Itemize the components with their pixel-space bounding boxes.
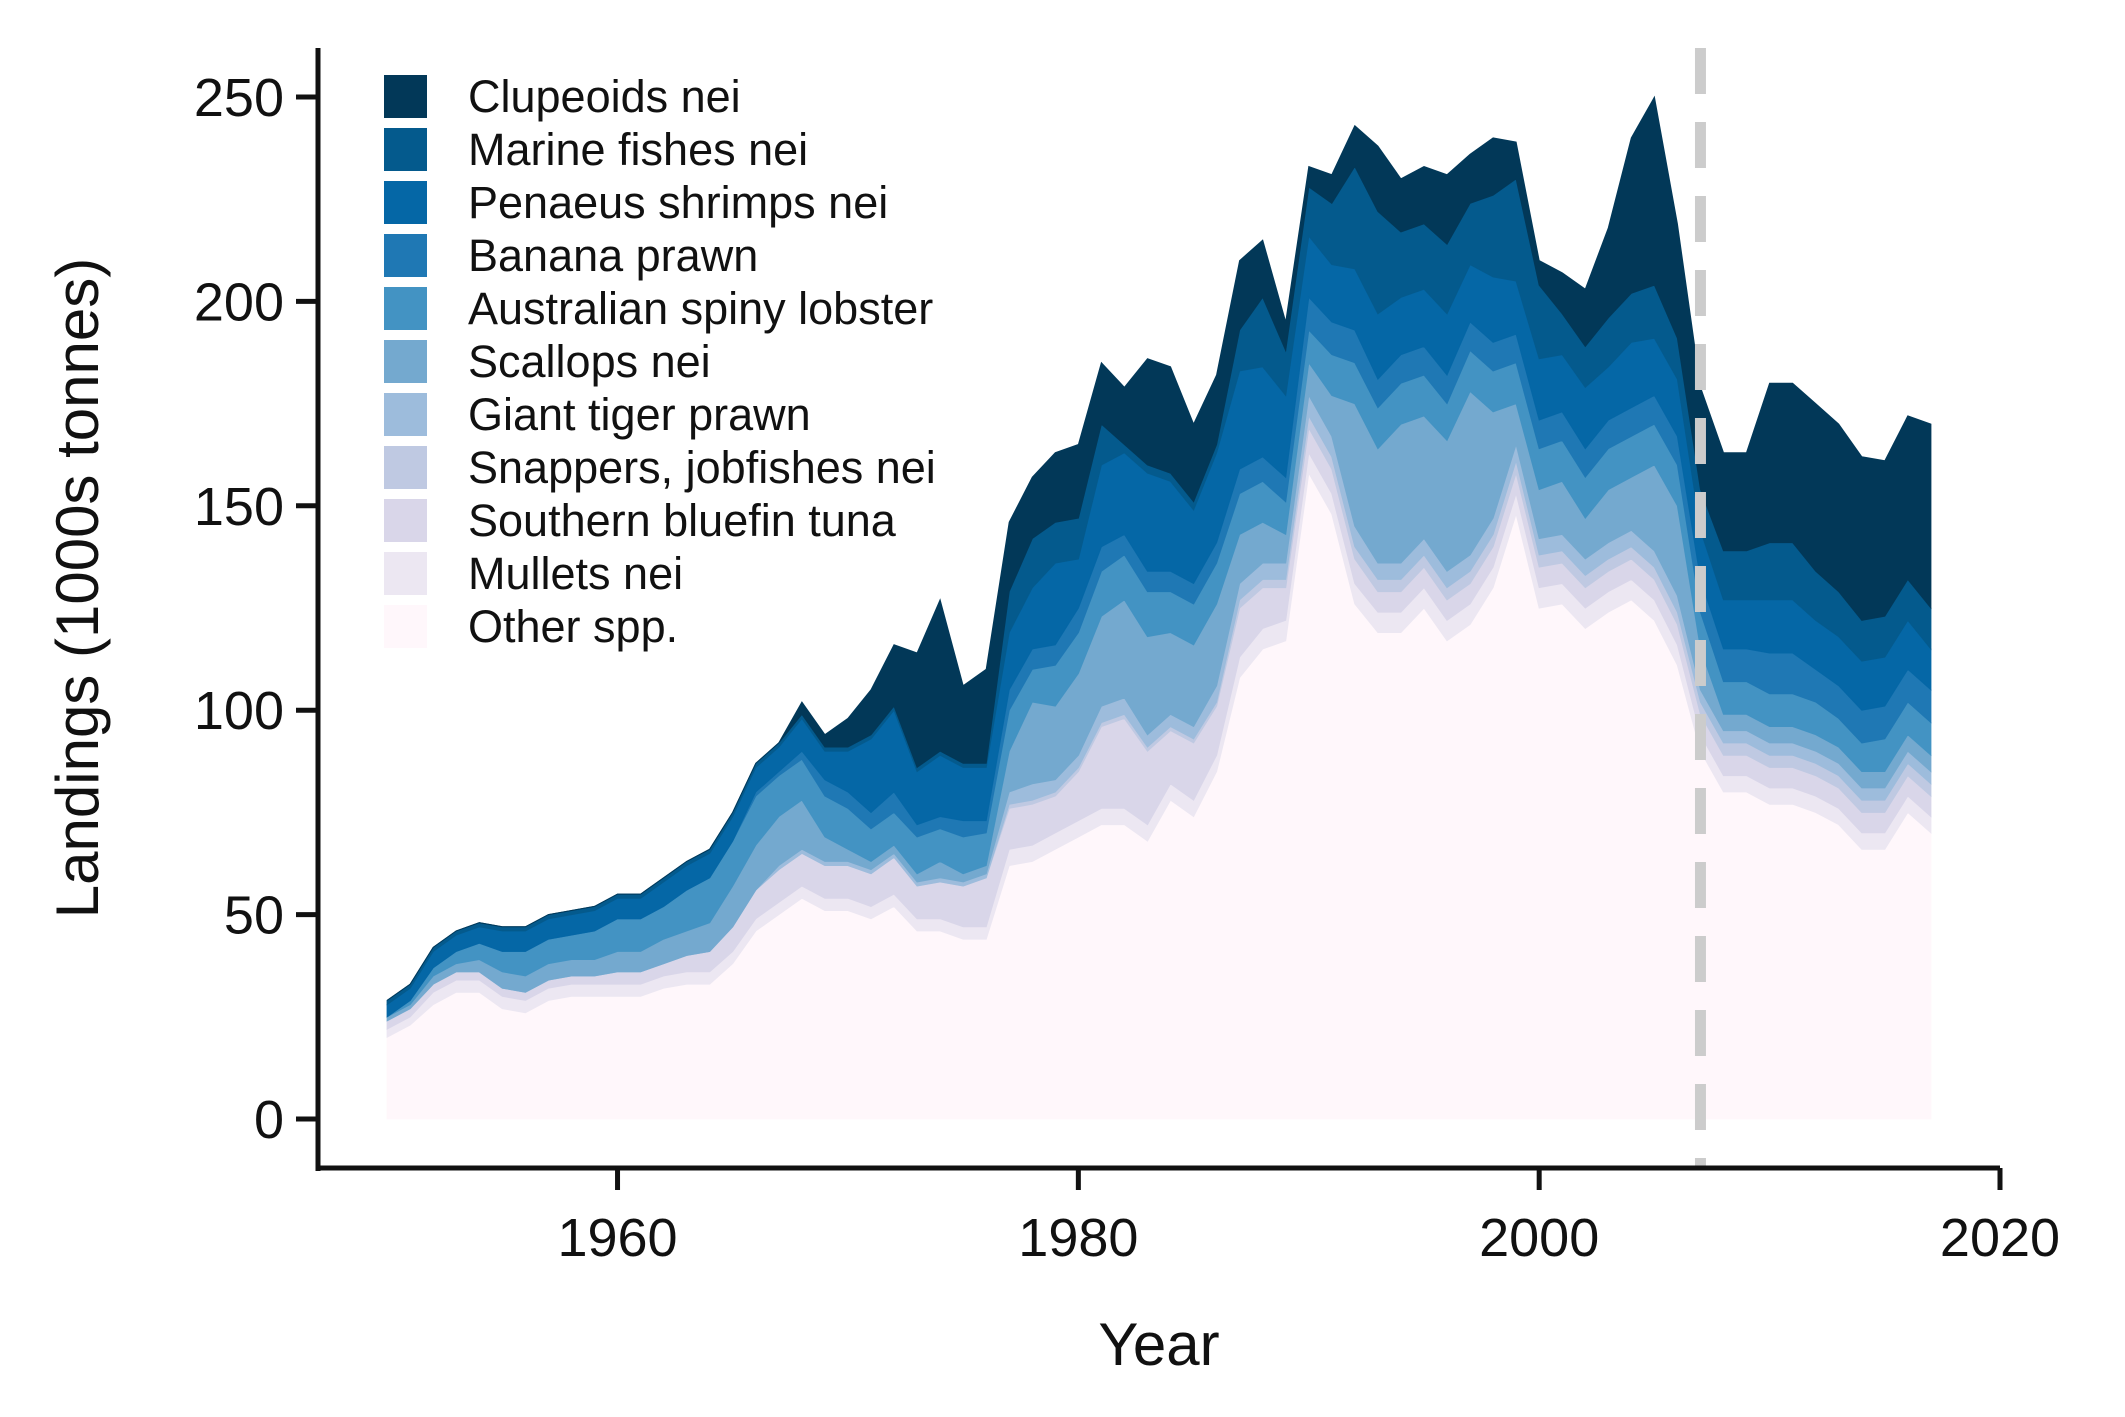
legend-swatch-clupeoids-nei bbox=[384, 75, 427, 118]
x-axis-title: Year bbox=[1098, 1311, 1219, 1378]
axes bbox=[315, 48, 2000, 1171]
legend-label-penaeus-shrimps-nei: Penaeus shrimps nei bbox=[468, 177, 888, 228]
legend-label-mullets-nei: Mullets nei bbox=[468, 548, 683, 599]
legend-swatch-other-spp bbox=[384, 605, 427, 648]
legend-label-scallops-nei: Scallops nei bbox=[468, 336, 711, 387]
legend-swatch-banana-prawn bbox=[384, 234, 427, 277]
x-ticks: 1960 1980 2000 2020 bbox=[557, 1168, 2060, 1268]
legend-swatch-snappers-jobfishes-nei bbox=[384, 446, 427, 489]
x-tick-label: 2020 bbox=[1940, 1208, 2060, 1268]
legend-label-snappers-jobfishes-nei: Snappers, jobfishes nei bbox=[468, 442, 936, 493]
y-axis-title: Landings (1000s tonnes) bbox=[44, 258, 111, 918]
x-tick-label: 1980 bbox=[1018, 1208, 1138, 1268]
legend-swatch-marine-fishes-nei bbox=[384, 128, 427, 171]
y-tick-label: 50 bbox=[224, 886, 284, 946]
y-tick-label: 250 bbox=[194, 68, 284, 128]
y-tick-label: 150 bbox=[194, 477, 284, 537]
y-tick-label: 200 bbox=[194, 272, 284, 332]
legend-label-banana-prawn: Banana prawn bbox=[468, 230, 758, 281]
area-clupeoids-nei bbox=[386, 95, 1932, 1001]
legend-label-australian-spiny-lobster: Australian spiny lobster bbox=[468, 283, 933, 334]
legend-swatch-penaeus-shrimps-nei bbox=[384, 181, 427, 224]
y-tick-label: 100 bbox=[194, 681, 284, 741]
legend-swatch-giant-tiger-prawn bbox=[384, 393, 427, 436]
legend-label-clupeoids-nei: Clupeoids nei bbox=[468, 71, 741, 122]
legend-swatch-southern-bluefin-tuna bbox=[384, 499, 427, 542]
legend-label-marine-fishes-nei: Marine fishes nei bbox=[468, 124, 808, 175]
stacked-areas bbox=[386, 95, 1932, 1120]
y-ticks: 0 50 100 150 200 250 bbox=[194, 68, 318, 1150]
x-tick-label: 1960 bbox=[557, 1208, 677, 1268]
legend-swatch-australian-spiny-lobster bbox=[384, 287, 427, 330]
legend-label-giant-tiger-prawn: Giant tiger prawn bbox=[468, 389, 811, 440]
legend-label-southern-bluefin-tuna: Southern bluefin tuna bbox=[468, 495, 897, 546]
legend-label-other-spp: Other spp. bbox=[468, 601, 678, 652]
x-tick-label: 2000 bbox=[1479, 1208, 1599, 1268]
legend-swatch-scallops-nei bbox=[384, 340, 427, 383]
y-tick-label: 0 bbox=[254, 1090, 284, 1150]
legend-swatch-mullets-nei bbox=[384, 552, 427, 595]
